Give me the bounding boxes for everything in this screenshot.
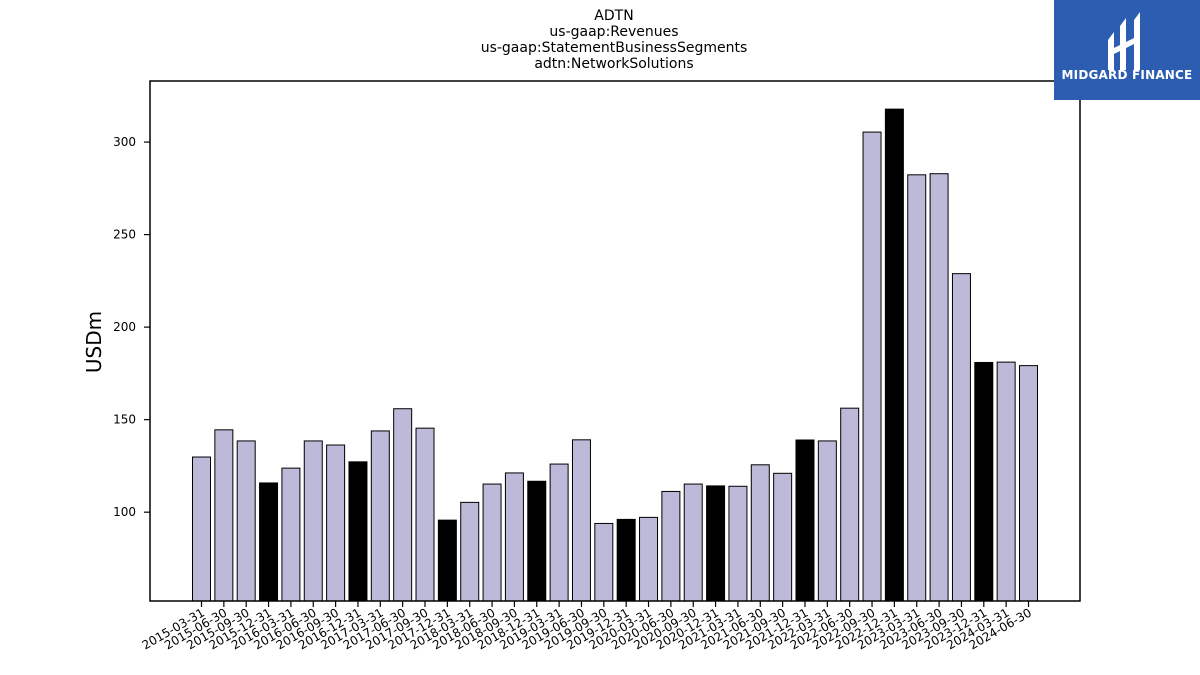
- bar: [750, 464, 770, 602]
- bar: [594, 522, 614, 602]
- bar: [393, 408, 413, 602]
- bar: [840, 407, 860, 602]
- bar: [259, 482, 279, 602]
- bar: [616, 518, 636, 602]
- logo-text: MIDGARD FINANCE: [1061, 68, 1193, 82]
- y-tick-label: 300: [113, 135, 136, 149]
- bar: [862, 131, 882, 602]
- bar: [482, 483, 502, 602]
- chart-title-line: adtn:NetworkSolutions: [534, 56, 693, 72]
- bar: [571, 439, 591, 602]
- plot-frame: [149, 80, 1081, 602]
- bar: [996, 361, 1016, 602]
- chart-title-line: us-gaap:Revenues: [549, 24, 678, 40]
- bar: [281, 467, 301, 602]
- y-axis: 100 150 200 250 300: [113, 135, 150, 519]
- bar: [907, 174, 927, 602]
- bar: [326, 444, 346, 602]
- y-tick-label: 150: [113, 413, 136, 427]
- y-axis-label: USDm: [82, 311, 106, 373]
- y-tick-label: 100: [113, 505, 136, 519]
- y-tick-label: 200: [113, 320, 136, 334]
- bar: [817, 440, 837, 602]
- chart-title: ADTNus-gaap:Revenuesus-gaap:StatementBus…: [481, 8, 748, 72]
- bar: [460, 501, 480, 602]
- y-tick-label: 250: [113, 228, 136, 242]
- bar: [773, 472, 793, 602]
- bar: [929, 173, 949, 602]
- bar: [348, 461, 368, 602]
- bar: [192, 456, 211, 602]
- bar: [1019, 365, 1038, 602]
- bar: [303, 440, 323, 602]
- bar: [370, 430, 390, 602]
- bar: [214, 429, 234, 602]
- bar: [728, 485, 748, 602]
- bar: [706, 485, 726, 602]
- bar: [437, 519, 457, 602]
- bar: [236, 440, 256, 602]
- bar: [683, 483, 703, 602]
- bar-series: [192, 108, 1038, 602]
- chart-title-line: ADTN: [594, 8, 633, 24]
- bar: [795, 439, 815, 602]
- bar: [974, 361, 994, 602]
- bar: [527, 480, 547, 602]
- bar: [639, 516, 659, 602]
- bar: [549, 463, 569, 602]
- midgard-finance-logo: MIDGARD FINANCE: [1054, 0, 1200, 100]
- chart-title-line: us-gaap:StatementBusinessSegments: [481, 40, 748, 56]
- bar: [504, 472, 524, 602]
- logo-mark-icon: [1054, 0, 1200, 100]
- bar: [884, 108, 904, 602]
- bar: [415, 427, 435, 602]
- bar: [661, 490, 681, 602]
- bar: [951, 273, 971, 602]
- x-axis: 2015-03-312015-06-302015-09-302015-12-31…: [140, 601, 1034, 652]
